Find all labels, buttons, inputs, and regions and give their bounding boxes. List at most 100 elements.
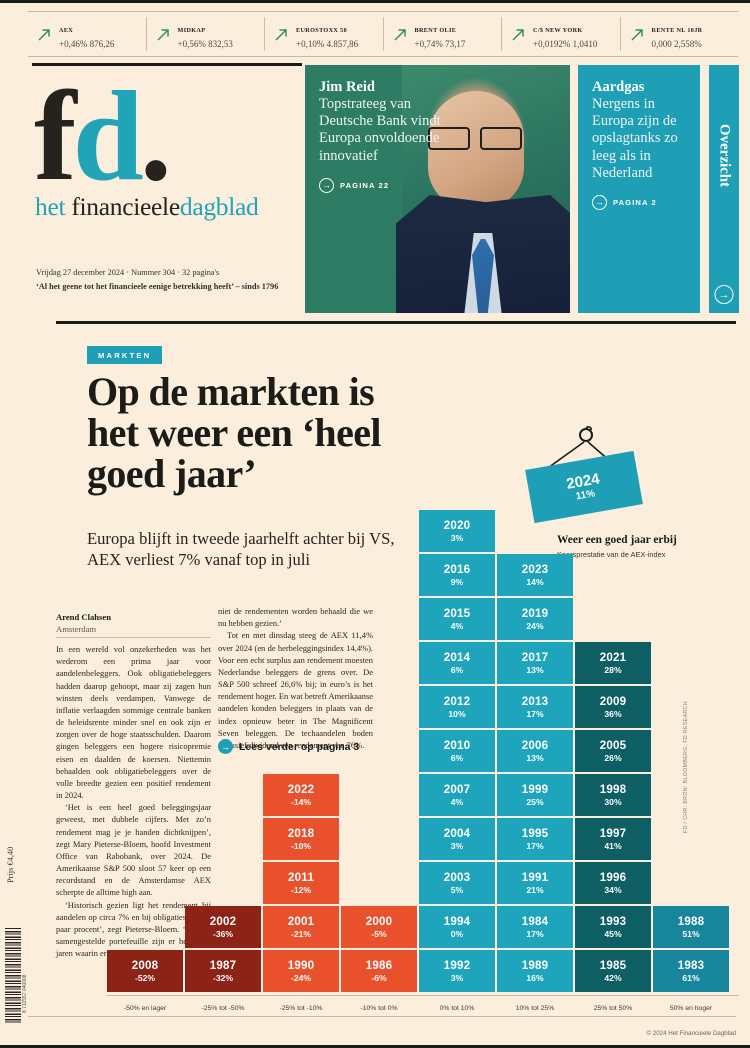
- logo-dot: .: [139, 65, 172, 207]
- tile-percent: 61%: [682, 973, 700, 983]
- fd-logo[interactable]: fd.: [34, 72, 302, 200]
- arrow-right-circle-icon[interactable]: →: [714, 285, 734, 304]
- ticker-value: +0,46% 876,26: [59, 38, 115, 49]
- tile-year: 2015: [443, 607, 471, 620]
- overzicht-rail[interactable]: Overzicht →: [707, 65, 739, 313]
- tile-year: 1998: [599, 783, 627, 796]
- tile-year: 2005: [599, 739, 627, 752]
- tile-percent: -21%: [290, 929, 312, 939]
- tile-percent: -36%: [212, 929, 234, 939]
- read-more-link[interactable]: → Lees verder op pagina 3: [218, 739, 359, 754]
- chart-axis-line: [107, 995, 739, 996]
- section-kicker-markten[interactable]: MARKTEN: [87, 346, 163, 364]
- ticker-name: BRENT OLIE: [414, 26, 457, 34]
- axis-tick-label: 0% tot 10%: [439, 1005, 475, 1012]
- tile-percent: 17%: [526, 841, 544, 851]
- ticker-item-brent-olie[interactable]: BRENT OLIE +0,74% 73,17: [382, 17, 502, 51]
- tile-percent: -14%: [290, 797, 312, 807]
- issue-date: Vrijdag 27 december 2024 · Nummer 304 · …: [36, 268, 220, 277]
- divider: [28, 1016, 736, 1017]
- tile-percent: 42%: [604, 973, 622, 983]
- masthead-subtitle: het financieeledagblad: [35, 192, 302, 222]
- tile-year: 1983: [677, 959, 705, 972]
- teaser-jim-reid[interactable]: Jim Reid Topstrateeg van Deutsche Bank v…: [305, 65, 570, 313]
- chart-title: Weer een goed jaar erbij: [557, 534, 677, 546]
- chart-tile-2021: 2021 28%: [575, 642, 651, 684]
- chart-tile-1987: 1987 -32%: [185, 950, 261, 992]
- paragraph: ‘Historisch gezien ligt het rendement bi…: [56, 899, 211, 959]
- chart-tile-2010: 2010 6%: [419, 730, 495, 772]
- chart-tile-1998: 1998 30%: [575, 774, 651, 816]
- chart-tile-2014: 2014 6%: [419, 642, 495, 684]
- ticker-item-rente-nl-10jr[interactable]: RENTE NL 10JR 0,000 2,558%: [619, 17, 739, 51]
- teaser-aardgas[interactable]: Aardgas Nergens in Europa zijn de opslag…: [578, 65, 700, 313]
- main-article: MARKTEN Op de markten is het weer een ‘h…: [32, 321, 739, 1045]
- ticker-item-euro-dollar-new-york[interactable]: C/$ NEW YORK +0,0192% 1,0410: [501, 17, 620, 51]
- tile-percent: 17%: [526, 929, 544, 939]
- ticker-item-aex[interactable]: AEX +0,46% 876,26: [28, 17, 146, 51]
- tile-year: 1984: [521, 915, 549, 928]
- chart-tile-1991: 1991 21%: [497, 862, 573, 904]
- page-title: Op de markten is het weer een ‘heel goed…: [87, 369, 381, 497]
- tile-percent: 28%: [604, 665, 622, 675]
- chart-tile-2011: 2011 -12%: [263, 862, 339, 904]
- portrait-head: [428, 91, 524, 209]
- article-column-2: niet de rendementen worden behaald die w…: [218, 605, 373, 751]
- arrow-up-icon: [274, 27, 289, 42]
- axis-tick-label: 25% tot 50%: [593, 1005, 633, 1012]
- tile-percent: 14%: [526, 577, 544, 587]
- tile-year: 1999: [521, 783, 549, 796]
- chart-tile-1990: 1990 -24%: [263, 950, 339, 992]
- barcode-number: 8 711557 040008: [22, 974, 28, 1013]
- subtitle-dagblad: dagblad: [179, 191, 259, 221]
- ticker-item-midkap[interactable]: MIDKAP +0,56% 832,53: [145, 17, 265, 51]
- chart-tile-1984: 1984 17%: [497, 906, 573, 948]
- chart-tile-2020: 2020 3%: [419, 510, 495, 552]
- tile-year: 2003: [443, 871, 471, 884]
- arrow-right-circle-icon: →: [592, 194, 607, 210]
- copyright-notice: © 2024 Het Financieele Dagblad: [646, 1030, 736, 1037]
- axis-tick-label: -25% tot -10%: [279, 1005, 323, 1012]
- tile-year: 1995: [521, 827, 549, 840]
- tile-percent: 24%: [526, 621, 544, 631]
- subtitle-het: het: [35, 191, 72, 221]
- ticker-name: AEX: [59, 26, 74, 34]
- chart-tile-2001: 2001 -21%: [263, 906, 339, 948]
- tile-percent: 3%: [450, 841, 464, 851]
- ticker-value: +0,74% 73,17: [414, 38, 466, 49]
- tile-year: 2019: [521, 607, 549, 620]
- tile-percent: 0%: [450, 929, 464, 939]
- tile-percent: 34%: [604, 885, 622, 895]
- ticker-value: +0,0192% 1,0410: [533, 38, 598, 49]
- subtitle-financieele: financieele: [71, 191, 180, 221]
- chart-tile-2012: 2012 10%: [419, 686, 495, 728]
- tile-year: 2008: [131, 959, 159, 972]
- tile-percent: -32%: [212, 973, 234, 983]
- tile-year: 2014: [443, 651, 471, 664]
- byline: Arend Clahsen Amsterdam: [56, 611, 211, 636]
- chart-subtitle: Koersprestatie van de AEX-index: [557, 550, 666, 559]
- teaser-page-ref[interactable]: → PAGINA 2: [592, 194, 688, 210]
- arrow-up-icon: [156, 27, 171, 42]
- hanging-2024-tile: 2024 11%: [521, 426, 651, 538]
- tile-percent: 6%: [450, 665, 464, 675]
- tile-year: 2011: [288, 871, 314, 884]
- standfirst: Europa blijft in tweede jaarhelft achter…: [87, 529, 395, 569]
- teaser-page-ref[interactable]: → PAGINA 22: [319, 177, 443, 193]
- chart-column: 2000 -5% 1986 -6%: [341, 906, 417, 992]
- read-more-label: Lees verder op pagina 3: [239, 740, 360, 753]
- tile-percent: -12%: [290, 885, 312, 895]
- ticker-name: RENTE NL 10JR: [651, 26, 703, 34]
- ticker-item-eurostoxx-50[interactable]: EUROSTOXX 50 +0,10% 4.857,86: [264, 17, 383, 51]
- tile-year: 1991: [521, 871, 549, 884]
- teaser-text: Nergens in Europa zijn de opslagtanks zo…: [592, 96, 678, 181]
- tile-year: 1985: [599, 959, 627, 972]
- ticker-value: 0,000 2,558%: [651, 38, 702, 49]
- chart-credit: FD / CHR: BRON: BLOOMBERG, FD RESEARCH: [683, 701, 689, 833]
- chart-tile-1986: 1986 -6%: [341, 950, 417, 992]
- tile-year: 1996: [599, 871, 627, 884]
- teaser-text: Topstrateeg van Deutsche Bank vindt Euro…: [319, 96, 441, 164]
- aex-performance-chart: 2024 11% Weer een goed jaar erbij Koersp…: [107, 426, 739, 1026]
- tile-percent: 13%: [526, 665, 544, 675]
